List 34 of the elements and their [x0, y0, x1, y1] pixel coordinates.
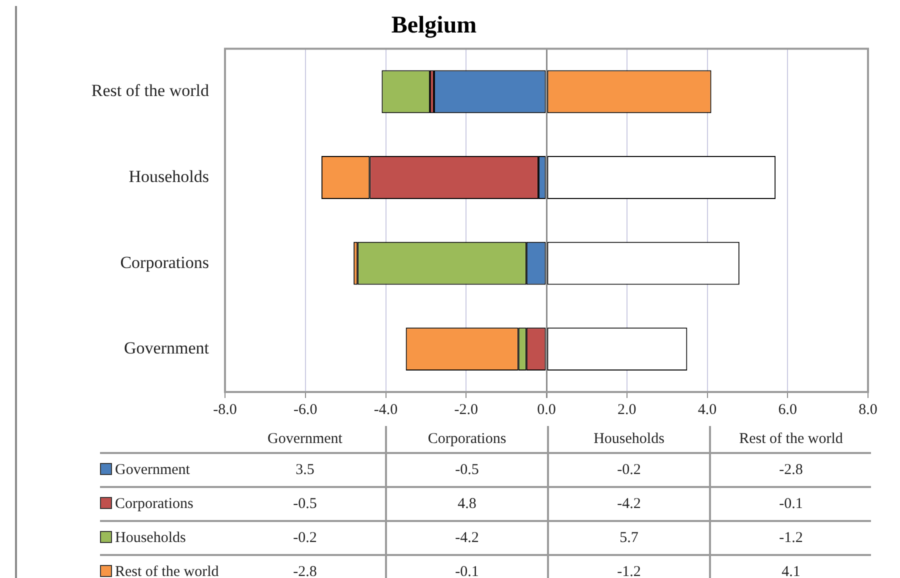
data-label: -4.2 [386, 521, 548, 555]
y-tick-label: Rest of the world [91, 81, 210, 100]
x-tick-label: -8.0 [213, 402, 237, 418]
x-tick-label: 2.0 [618, 402, 636, 418]
y-tick-label: Corporations [120, 252, 209, 272]
x-tick-label: 0.0 [537, 402, 556, 418]
data-label: -1.2 [710, 521, 871, 555]
x-tick-label: -6.0 [294, 402, 318, 418]
data-label: -0.1 [710, 487, 871, 521]
x-tick-label: 4.0 [698, 402, 717, 418]
data-label: 3.5 [225, 453, 386, 487]
category-label: Government [266, 430, 344, 448]
x-tick-label: -2.0 [454, 402, 478, 418]
data-label: -0.2 [548, 453, 710, 487]
data-label: 4.1 [710, 555, 871, 578]
data-label: -2.8 [225, 555, 386, 578]
x-tick-label: -4.0 [374, 402, 398, 418]
data-label: -0.1 [386, 555, 548, 578]
data-label: -4.2 [548, 487, 710, 521]
x-tick-label: 6.0 [778, 402, 797, 418]
category-label: Rest of the world [710, 426, 871, 453]
y-tick-label: Households [128, 166, 209, 186]
data-label: -1.2 [548, 555, 710, 578]
x-tick-label: 8.0 [858, 402, 878, 418]
data-label: -0.5 [225, 487, 386, 521]
category-label: Corporations [386, 426, 548, 453]
data-label: 4.8 [386, 487, 548, 521]
data-label: -0.5 [386, 453, 548, 487]
y-tick-label: Government [124, 338, 210, 358]
data-label: -2.8 [710, 453, 871, 487]
data-label: -0.2 [225, 521, 386, 555]
category-label: Households [548, 426, 710, 453]
data-label: 5.7 [548, 521, 710, 555]
chart-title: Belgium [391, 12, 477, 39]
